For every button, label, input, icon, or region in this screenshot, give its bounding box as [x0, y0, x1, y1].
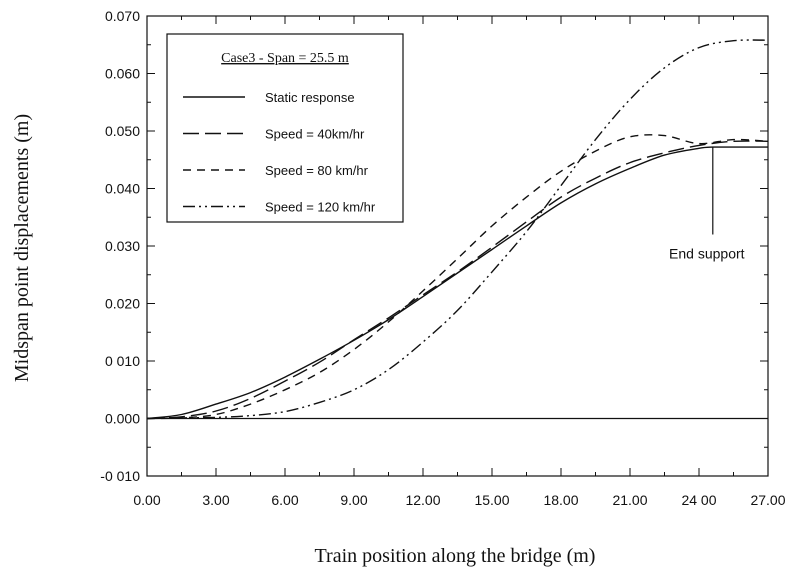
x-axis-title: Train position along the bridge (m)	[315, 545, 596, 567]
y-tick-label: 0.040	[105, 181, 140, 197]
legend-label-1: Static response	[265, 90, 355, 105]
x-tick-label: 9.00	[340, 492, 367, 508]
legend-label-3: Speed = 80 km/hr	[265, 163, 369, 178]
legend-label-4: Speed = 120 km/hr	[265, 200, 376, 215]
y-tick-label: 0 010	[105, 353, 140, 369]
y-tick-label: 0.050	[105, 123, 140, 139]
x-tick-label: 21.00	[612, 492, 647, 508]
series-line-1	[146, 146, 768, 420]
y-tick-label: 0.060	[105, 66, 140, 82]
x-tick-label: 27.00	[750, 492, 785, 508]
x-tick-label: 6.00	[271, 492, 298, 508]
y-tick-label: 0.000	[105, 411, 140, 427]
x-tick-label: 18.00	[543, 492, 578, 508]
legend-box	[166, 33, 404, 223]
annotation-label: End support	[669, 246, 745, 262]
series-line-3	[146, 134, 769, 420]
axes-layer: 0.00 3.00 6.00 9.00 12.00 15.00 18.00 21.00 24 0…	[100, 8, 785, 508]
annotation-layer: End support	[669, 147, 745, 262]
y-tick-label: 0.020	[105, 296, 140, 312]
x-tick-label: 3.00	[202, 492, 229, 508]
series-layer	[146, 39, 769, 420]
x-tick-label: 0.00	[133, 492, 160, 508]
y-tick-label: 0.070	[105, 8, 140, 24]
y-tick-label: 0.030	[105, 238, 140, 254]
y-axis-title: Midspan point displacements (m)	[11, 114, 33, 382]
x-tick-label: 15.00	[474, 492, 509, 508]
series-line-4	[146, 39, 769, 420]
x-tick-label: 24 00	[681, 492, 716, 508]
x-tick-label: 12.00	[405, 492, 440, 508]
legend-label-2: Speed = 40km/hr	[265, 127, 365, 142]
legend: Case3 - Span = 25.5 m Static response Spee…	[166, 33, 404, 223]
legend-title: Case3 - Span = 25.5 m	[221, 51, 349, 66]
y-tick-label: -0 010	[100, 468, 140, 484]
